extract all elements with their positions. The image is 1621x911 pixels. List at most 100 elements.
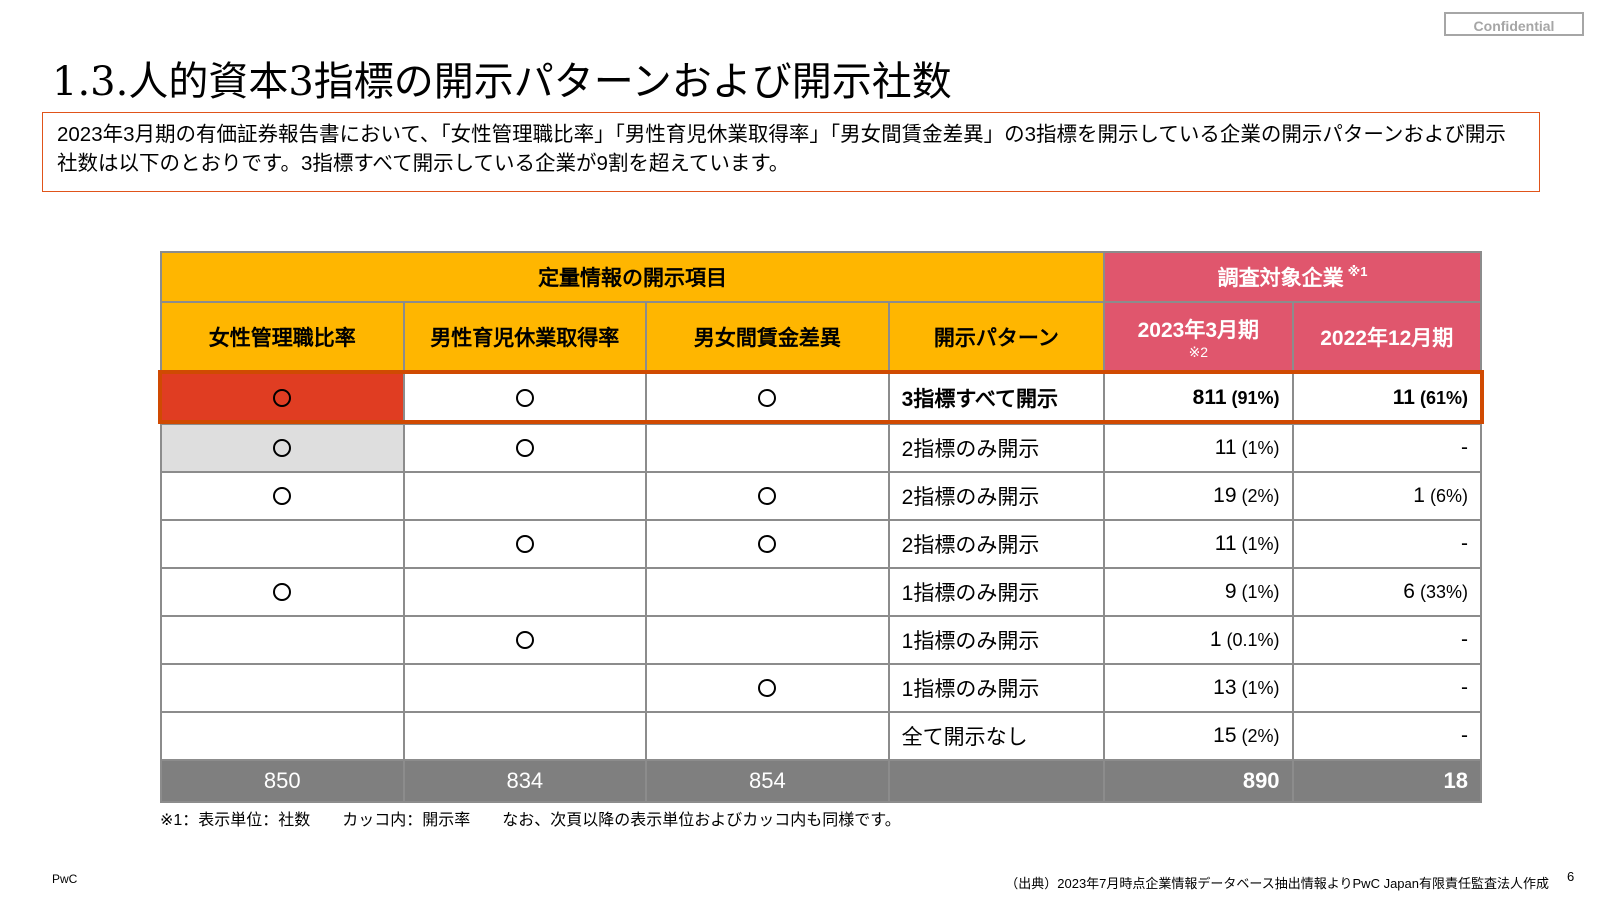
indicator-cell bbox=[645, 519, 890, 569]
table-row: 2指標のみ開示 11 (1%) - bbox=[160, 423, 1483, 473]
indicator-cell bbox=[645, 615, 890, 665]
indicator-cell bbox=[402, 471, 648, 521]
rate-value: (91%) bbox=[1231, 388, 1280, 408]
indicator-cell bbox=[160, 663, 405, 713]
rate-value: (1%) bbox=[1241, 678, 1280, 698]
pattern-cell: 全て開示なし bbox=[887, 711, 1106, 761]
table-row: 1指標のみ開示 1 (0.1%) - bbox=[160, 615, 1483, 665]
pattern-cell: 2指標のみ開示 bbox=[887, 423, 1106, 473]
circle-mark-icon bbox=[758, 389, 777, 408]
total-2022: 18 bbox=[1291, 759, 1483, 803]
footnote: ※1：表示単位：社数 カッコ内：開示率 なお、次頁以降の表示単位およびカッコ内も… bbox=[160, 812, 901, 829]
count-2022-cell: - bbox=[1291, 663, 1483, 713]
rate-value: (2%) bbox=[1241, 486, 1280, 506]
disclosure-table: 定量情報の開示項目 調査対象企業 ※1 女性管理職比率 男性育児休業取得率 男女間… bbox=[159, 251, 1483, 803]
count-value: 1 bbox=[1209, 628, 1222, 651]
page-title: 1.3.人的資本3指標の開示パターンおよび開示社数 bbox=[52, 59, 952, 105]
count-2022-cell: - bbox=[1291, 711, 1483, 761]
indicator-cell bbox=[402, 519, 648, 569]
circle-mark-icon bbox=[515, 439, 534, 458]
count-2023-cell: 9 (1%) bbox=[1103, 567, 1294, 617]
col-header-disclosure-pattern: 開示パターン bbox=[887, 301, 1106, 373]
count-value: 1 bbox=[1413, 484, 1425, 507]
circle-mark-icon bbox=[758, 679, 777, 698]
indicator-cell bbox=[160, 423, 405, 473]
circle-mark-icon bbox=[273, 439, 292, 458]
count-2022-cell: - bbox=[1291, 615, 1483, 665]
circle-mark-icon bbox=[273, 583, 292, 602]
col-header-female-managers: 女性管理職比率 bbox=[160, 301, 405, 373]
table-row: 3指標すべて開示 811 (91%) 11 (61%) bbox=[160, 371, 1483, 425]
circle-mark-icon bbox=[758, 535, 777, 554]
rate-value: (6%) bbox=[1429, 486, 1468, 506]
count-value: - bbox=[1461, 436, 1468, 459]
pattern-cell: 3指標すべて開示 bbox=[887, 371, 1106, 425]
count-2023-cell: 15 (2%) bbox=[1103, 711, 1294, 761]
count-value: - bbox=[1461, 532, 1468, 555]
note-mark-2: ※2 bbox=[1188, 344, 1209, 360]
total-female-managers: 850 bbox=[160, 759, 405, 803]
confidential-label: Confidential bbox=[1444, 12, 1584, 36]
indicator-cell bbox=[402, 567, 648, 617]
count-2023-cell: 11 (1%) bbox=[1103, 519, 1294, 569]
group-header-target-label: 調査対象企業 bbox=[1217, 267, 1344, 290]
indicator-cell bbox=[402, 663, 648, 713]
count-value: - bbox=[1461, 676, 1468, 699]
indicator-cell bbox=[645, 711, 890, 761]
rate-value: (61%) bbox=[1419, 388, 1468, 408]
count-value: - bbox=[1461, 724, 1468, 747]
indicator-cell bbox=[645, 471, 890, 521]
count-value: 19 bbox=[1213, 484, 1237, 507]
rate-value: (33%) bbox=[1419, 582, 1468, 602]
count-value: 11 bbox=[1214, 532, 1237, 555]
total-gender-pay-gap: 854 bbox=[645, 759, 890, 803]
circle-mark-icon bbox=[515, 389, 534, 408]
totals-row: 850 834 854 890 18 bbox=[160, 759, 1483, 803]
indicator-cell bbox=[160, 471, 405, 521]
page-number: 6 bbox=[1567, 869, 1575, 884]
count-2023-cell: 19 (2%) bbox=[1103, 471, 1294, 521]
indicator-cell bbox=[402, 711, 648, 761]
brand-label: PwC bbox=[52, 872, 78, 886]
indicator-cell bbox=[160, 711, 405, 761]
total-2023: 890 bbox=[1103, 759, 1294, 803]
count-value: 15 bbox=[1213, 724, 1237, 747]
col-header-2023-march: 2023年3月期 ※2 bbox=[1103, 301, 1294, 373]
group-header-target-companies: 調査対象企業 ※1 bbox=[1103, 251, 1482, 303]
count-2023-cell: 13 (1%) bbox=[1103, 663, 1294, 713]
pattern-cell: 2指標のみ開示 bbox=[887, 471, 1106, 521]
table-row: 全て開示なし 15 (2%) - bbox=[160, 711, 1483, 761]
col-header-gender-pay-gap: 男女間賃金差異 bbox=[645, 301, 890, 373]
circle-mark-icon bbox=[273, 389, 292, 408]
circle-mark-icon bbox=[758, 487, 777, 506]
count-2022-cell: 6 (33%) bbox=[1291, 567, 1483, 617]
count-2022-cell: - bbox=[1291, 423, 1483, 473]
pattern-cell: 1指標のみ開示 bbox=[887, 663, 1106, 713]
circle-mark-icon bbox=[515, 535, 534, 554]
indicator-cell bbox=[160, 519, 405, 569]
indicator-cell bbox=[645, 567, 890, 617]
table-row: 1指標のみ開示 13 (1%) - bbox=[160, 663, 1483, 713]
col-header-male-childcare-leave: 男性育児休業取得率 bbox=[402, 301, 648, 373]
count-value: 9 bbox=[1224, 580, 1237, 603]
count-value: 11 bbox=[1214, 436, 1237, 459]
pattern-cell: 2指標のみ開示 bbox=[887, 519, 1106, 569]
table-row: 1指標のみ開示 9 (1%) 6 (33%) bbox=[160, 567, 1483, 617]
indicator-cell bbox=[402, 615, 648, 665]
count-value: 6 bbox=[1403, 580, 1415, 603]
rate-value: (1%) bbox=[1241, 582, 1280, 602]
indicator-cell bbox=[645, 371, 890, 425]
count-2022-cell: 1 (6%) bbox=[1291, 471, 1483, 521]
rate-value: (2%) bbox=[1241, 726, 1280, 746]
total-pattern bbox=[887, 759, 1106, 803]
count-2023-cell: 811 (91%) bbox=[1103, 371, 1294, 425]
intro-box: 2023年3月期の有価証券報告書において、「女性管理職比率」「男性育児休業取得率… bbox=[42, 112, 1540, 192]
pattern-cell: 1指標のみ開示 bbox=[887, 615, 1106, 665]
rate-value: (1%) bbox=[1241, 438, 1280, 458]
indicator-cell bbox=[402, 371, 648, 425]
indicator-cell bbox=[160, 615, 405, 665]
table-row: 2指標のみ開示 11 (1%) - bbox=[160, 519, 1483, 569]
indicator-cell bbox=[645, 423, 890, 473]
circle-mark-icon bbox=[273, 487, 292, 506]
count-value: 13 bbox=[1213, 676, 1237, 699]
